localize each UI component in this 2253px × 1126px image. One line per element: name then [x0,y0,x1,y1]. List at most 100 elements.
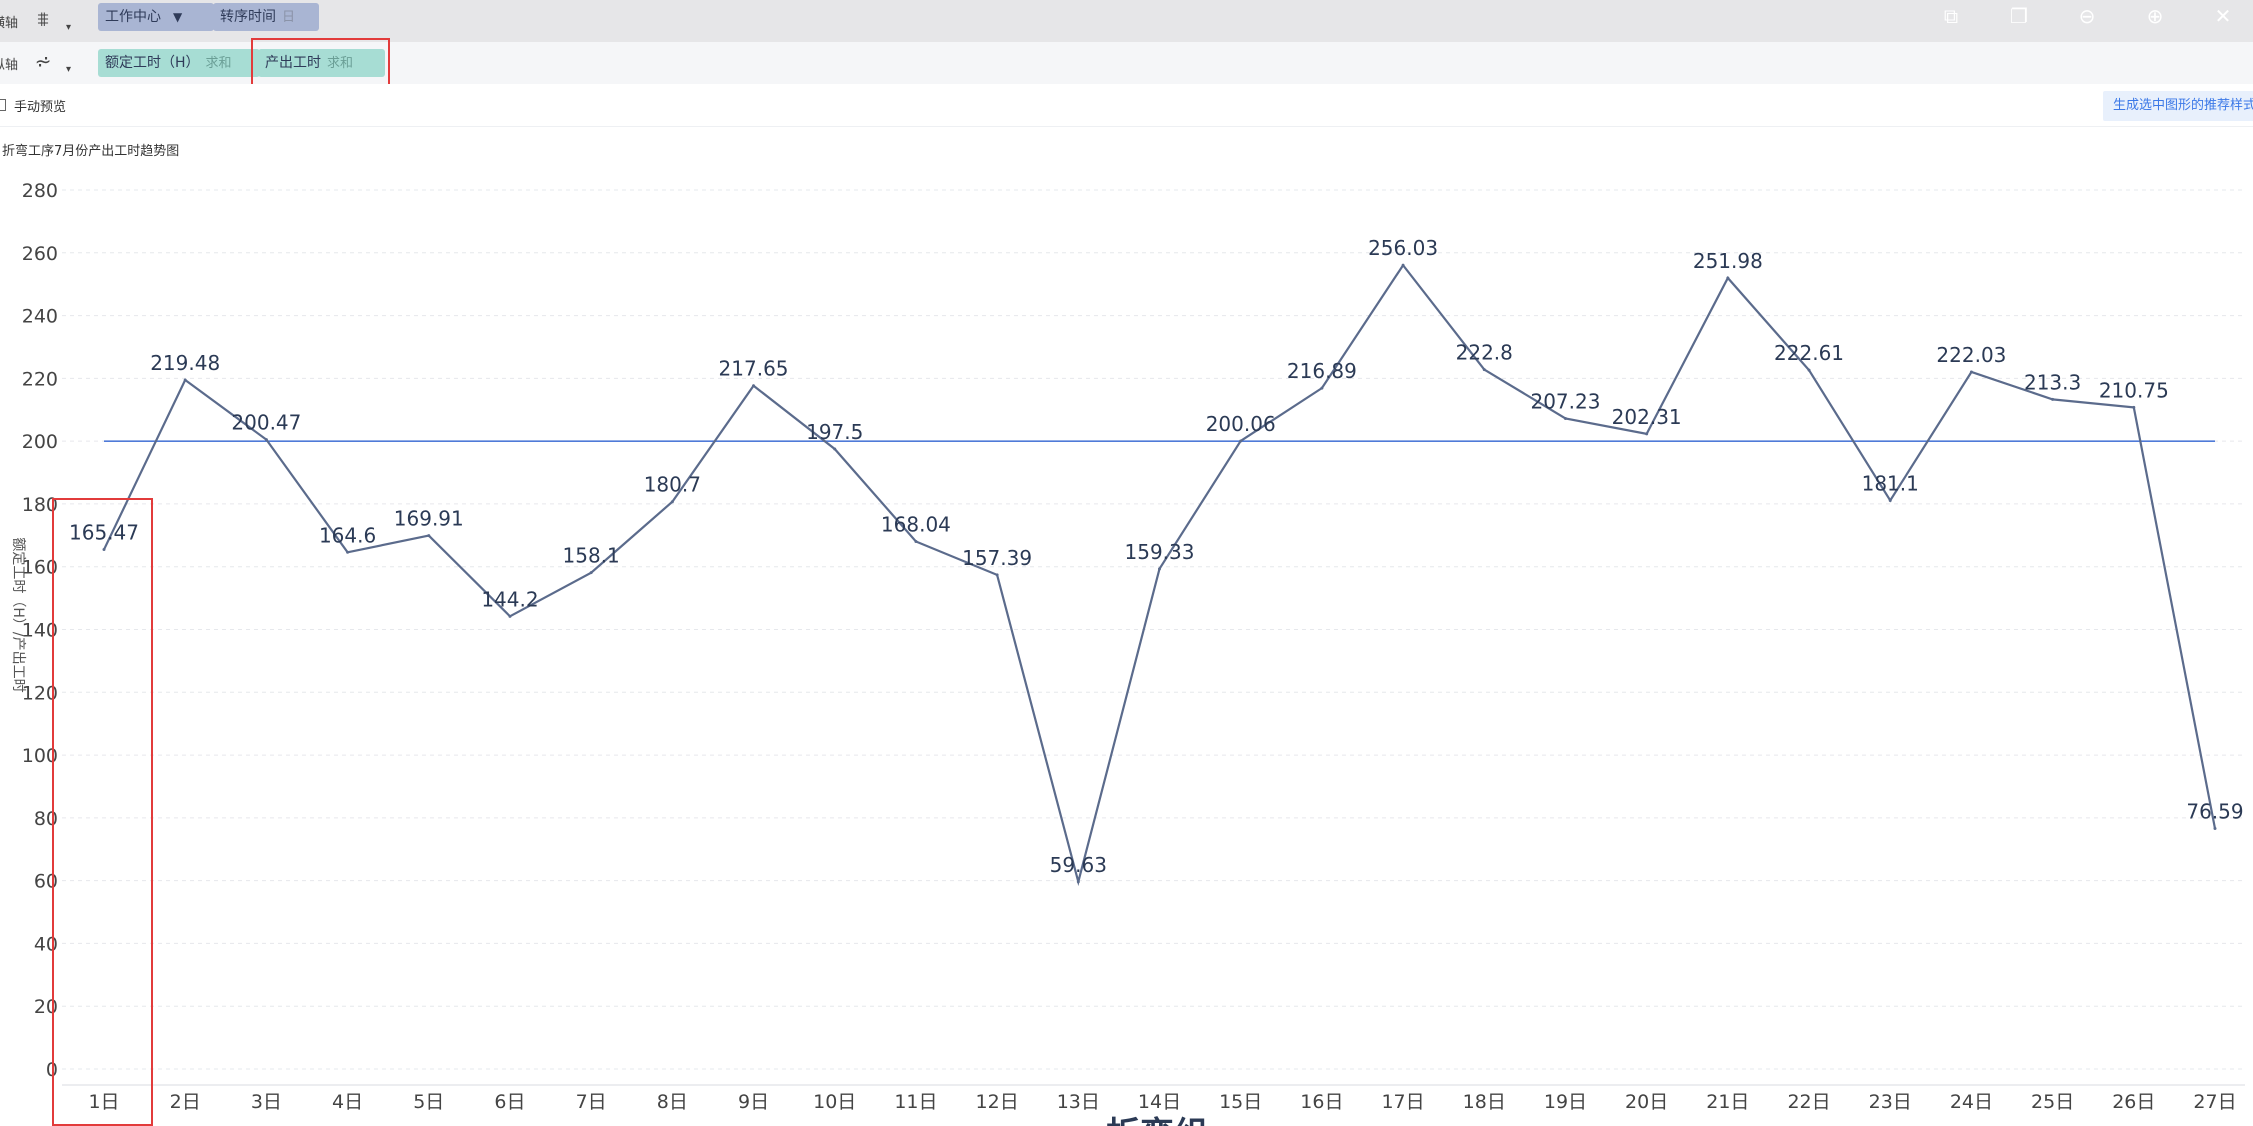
y-tick-label: 100 [22,745,58,767]
x-tick-label: 2日 [170,1091,201,1113]
y-tick-label: 140 [22,620,58,642]
restore-icon[interactable]: ⧉ [1943,4,1959,28]
y-tick-label: 200 [22,431,58,453]
measure-pill-output-hours[interactable]: 产出工时 求和 [258,49,385,77]
data-label: 168.04 [881,512,951,536]
data-point [264,438,268,442]
data-label: 200.06 [1206,412,1276,436]
data-label: 197.5 [806,420,863,444]
pill-sub: 求和 [205,56,232,71]
data-label: 157.39 [962,546,1032,570]
x-tick-label: 27日 [2193,1091,2236,1113]
x-tick-label: 18日 [1463,1091,1506,1113]
x-tick-label: 22日 [1787,1091,1830,1113]
y-tick-label: 180 [22,494,58,516]
options-row: 手动预览 [0,84,2253,127]
y-tick-label: 20 [34,996,58,1018]
data-label: 256.03 [1368,236,1438,260]
x-tick-label: 19日 [1544,1091,1587,1113]
data-label: 181.1 [1862,471,1919,495]
pill-label: 转序时间 [220,9,276,25]
data-label: 158.1 [563,544,620,568]
x-tick-label: 3日 [251,1091,282,1113]
chevron-down-icon[interactable]: ▾ [66,22,72,33]
output-hours-series-line [103,263,2217,887]
data-point [2132,405,2136,409]
manual-preview-checkbox[interactable] [0,99,6,111]
data-label: 200.47 [231,411,301,435]
data-label: 222.61 [1774,341,1844,365]
filter-icon[interactable]: ▼ [173,10,183,24]
pill-label: 产出工时 [265,55,321,71]
y-tick-label: 60 [34,871,58,893]
y-axis-title: 额定工时（H）/产出工时 [10,537,26,692]
dimension-pill-work-center[interactable]: 工作中心 ▼ [98,3,214,31]
data-point [670,500,674,504]
x-tick-label: 21日 [1706,1091,1749,1113]
pill-sub: 日 [282,10,296,25]
data-label: 213.3 [2024,370,2081,394]
data-point [1807,368,1811,372]
data-label: 169.91 [394,507,464,531]
data-label: 144.2 [481,587,538,611]
y-axis-ticks: 0 20 40 60 80 100 120 140 160 180 200 220 240 260 280 [22,180,58,1081]
pill-label: 额定工时（H） [105,55,200,71]
chart-type-icon[interactable]: ⩫ [34,49,52,73]
zoom-out-icon[interactable]: ⊖ [2078,4,2096,28]
dimension-pill-transfer-time[interactable]: 转序时间日 [213,3,319,31]
y-tick-label: 260 [22,243,58,265]
data-point [1239,439,1243,443]
data-label: 165.47 [69,521,139,545]
y-tick-label: 80 [34,808,58,830]
data-label: 202.31 [1612,405,1682,429]
data-label: 210.75 [2099,378,2169,402]
x-tick-label: 16日 [1300,1091,1343,1113]
data-point [589,571,593,575]
data-point [995,573,999,577]
data-point [1645,432,1649,436]
data-point [2213,827,2217,831]
data-label: 222.8 [1456,341,1513,365]
y-tick-label: 280 [22,180,58,202]
data-point [1482,368,1486,372]
measure-pill-rated-hours[interactable]: 额定工时（H） 求和 [98,49,260,77]
manual-preview-label: 手动预览 [14,100,67,115]
data-label: 59.63 [1050,853,1107,877]
y-axis-shelf-label: 纵轴 [0,58,19,73]
axis-settings-icon[interactable]: ⩨ [37,7,49,31]
x-tick-label: 26日 [2112,1091,2155,1113]
x-tick-label: 17日 [1381,1091,1424,1113]
generate-recommended-style-button[interactable]: 生成选中图形的推荐样式 [2103,91,2253,121]
data-point [183,378,187,382]
chart-title: 折弯工序7月份产出工时趋势图 [2,144,180,159]
data-point [102,548,106,552]
x-tick-label: 1日 [88,1091,119,1113]
data-point [2051,397,2055,401]
copy-icon[interactable]: ❐ [2010,4,2028,28]
data-point [1969,370,1973,374]
x-axis-shelf-label: 横轴 [0,16,19,31]
y-tick-label: 40 [34,933,58,955]
x-tick-label: 5日 [413,1091,444,1113]
zoom-in-icon[interactable]: ⊕ [2146,4,2164,28]
data-point [752,384,756,388]
x-tick-label: 23日 [1869,1091,1912,1113]
data-label: 217.65 [719,357,789,381]
x-tick-label: 24日 [1950,1091,1993,1113]
close-icon[interactable]: ✕ [2214,4,2232,28]
data-label: 219.48 [150,351,220,375]
data-label: 159.33 [1125,540,1195,564]
data-label: 222.03 [1936,343,2006,367]
x-tick-label: 10日 [813,1091,856,1113]
data-label: 164.6 [319,523,376,547]
data-point [1158,567,1161,571]
y-tick-label: 220 [22,368,58,390]
x-tick-label: 20日 [1625,1091,1668,1113]
x-axis-group-label: 折弯组 [1106,1115,1208,1126]
data-point [1320,386,1324,390]
y-tick-label: 160 [22,557,58,579]
data-label: 207.23 [1530,389,1600,413]
chevron-down-icon[interactable]: ▾ [66,64,72,75]
